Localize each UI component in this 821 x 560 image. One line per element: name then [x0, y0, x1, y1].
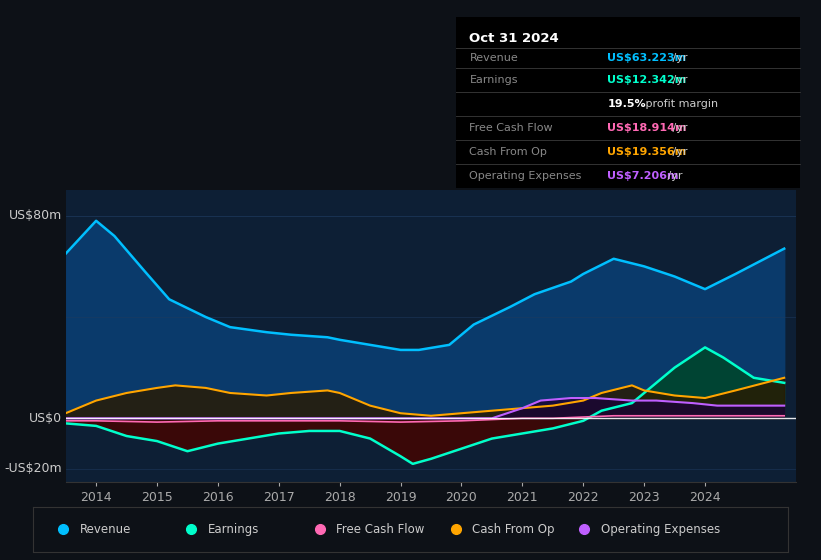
Text: Earnings: Earnings — [470, 75, 518, 85]
Text: Earnings: Earnings — [208, 522, 259, 536]
Text: Free Cash Flow: Free Cash Flow — [337, 522, 424, 536]
Text: Revenue: Revenue — [80, 522, 131, 536]
Text: Oct 31 2024: Oct 31 2024 — [470, 32, 559, 45]
Text: /yr: /yr — [669, 123, 688, 133]
Text: Cash From Op: Cash From Op — [472, 522, 555, 536]
Text: US$0: US$0 — [29, 412, 62, 425]
Text: profit margin: profit margin — [642, 99, 718, 109]
Text: US$80m: US$80m — [9, 209, 62, 222]
Text: Cash From Op: Cash From Op — [470, 147, 548, 157]
Text: -US$20m: -US$20m — [4, 463, 62, 475]
Text: /yr: /yr — [669, 147, 688, 157]
Text: Revenue: Revenue — [470, 53, 518, 63]
Text: 19.5%: 19.5% — [608, 99, 646, 109]
Text: /yr: /yr — [669, 53, 688, 63]
Text: US$12.342m: US$12.342m — [608, 75, 686, 85]
Text: US$19.356m: US$19.356m — [608, 147, 686, 157]
Text: /yr: /yr — [669, 75, 688, 85]
Text: US$18.914m: US$18.914m — [608, 123, 687, 133]
Text: Free Cash Flow: Free Cash Flow — [470, 123, 553, 133]
Text: US$63.223m: US$63.223m — [608, 53, 686, 63]
Text: US$7.206m: US$7.206m — [608, 171, 679, 181]
Text: Operating Expenses: Operating Expenses — [601, 522, 720, 536]
Text: Operating Expenses: Operating Expenses — [470, 171, 582, 181]
Text: /yr: /yr — [664, 171, 682, 181]
